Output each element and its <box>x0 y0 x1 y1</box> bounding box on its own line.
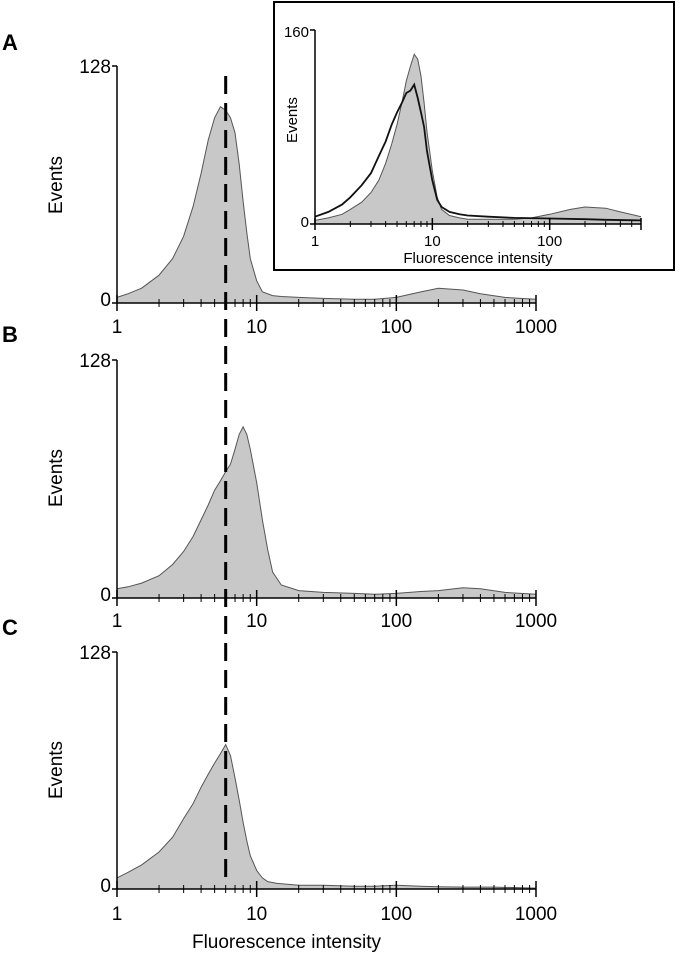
histogram-filled-area <box>315 54 641 224</box>
x-tick-label: 1000 <box>515 317 557 338</box>
y-tick-label: 128 <box>79 351 111 372</box>
inset-frame <box>273 1 675 271</box>
histogram-line <box>116 425 537 595</box>
histogram-line <box>116 743 537 889</box>
x-tick-label: 10 <box>246 611 267 632</box>
x-tick-label: 1 <box>112 317 123 338</box>
histogram-line <box>116 105 537 300</box>
x-tick-label: 10 <box>246 317 267 338</box>
x-axis-title: Fluorescence intensity <box>192 932 382 953</box>
x-tick-label: 100 <box>380 317 412 338</box>
x-tick-label: 100 <box>537 233 562 250</box>
y-tick-label: 0 <box>100 585 111 606</box>
x-tick-label: 1000 <box>515 904 557 925</box>
x-tick-label: 1 <box>112 611 123 632</box>
x-tick-label: 100 <box>380 611 412 632</box>
histogram-panel-inset: 0 160 1 10 100 Events Fluorescence intensity <box>284 24 642 267</box>
x-tick-label: 10 <box>424 233 441 250</box>
y-axis-title: Events <box>46 741 67 799</box>
y-tick-label: 160 <box>284 24 309 41</box>
histogram-line <box>314 53 642 221</box>
panel-letter-b: B <box>2 322 18 347</box>
histogram-filled-area <box>117 106 536 303</box>
histogram-filled-area <box>117 744 536 889</box>
y-tick-label: 128 <box>79 57 111 78</box>
y-axis-title: Events <box>46 449 67 507</box>
x-tick-label: 1 <box>311 233 319 250</box>
panel-letter-c: C <box>2 615 18 640</box>
x-tick-label: 1000 <box>515 611 557 632</box>
x-tick-label: 1 <box>112 904 123 925</box>
y-tick-label: 0 <box>100 876 111 897</box>
y-axis-title: Events <box>284 97 301 143</box>
x-tick-label: 100 <box>380 904 412 925</box>
y-tick-label: 128 <box>79 643 111 664</box>
x-tick-label: 10 <box>246 904 267 925</box>
histogram-panel-c: 0 128 1 10 100 1000 Events Fluorescence intensi… <box>46 643 557 953</box>
y-axis-title: Events <box>46 156 67 214</box>
histogram-outline-series <box>314 82 642 222</box>
histogram-filled-area <box>117 426 536 598</box>
panel-letter-a: A <box>2 30 18 55</box>
y-tick-label: 0 <box>301 214 309 231</box>
histogram-panel-b: 0 128 1 10 100 1000 Events <box>46 351 557 632</box>
x-axis-title: Fluorescence intensity <box>403 250 553 267</box>
y-tick-label: 0 <box>100 290 111 311</box>
